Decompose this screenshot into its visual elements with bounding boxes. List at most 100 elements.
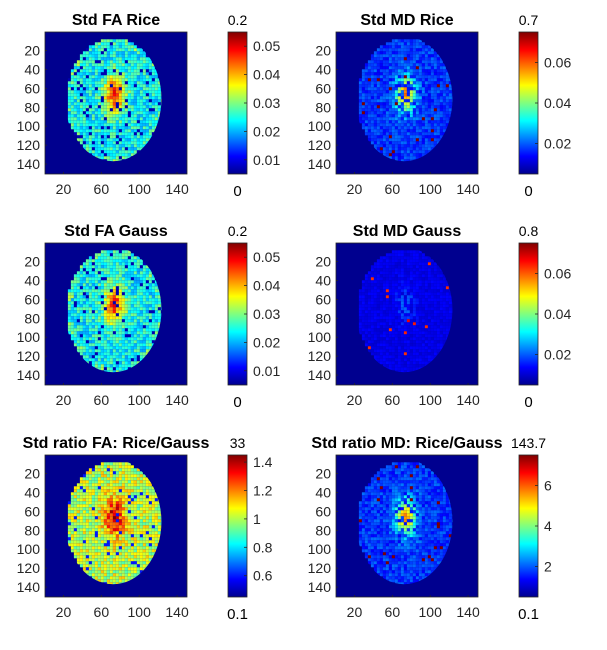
colorbar-min-label: 0 [524, 183, 532, 200]
colorbar-tick-label: 1.4 [253, 454, 273, 470]
x-tick-label: 60 [385, 392, 401, 408]
y-tick-label: 140 [17, 156, 41, 172]
y-tick-label: 40 [24, 61, 40, 77]
y-tick-label: 120 [17, 348, 41, 364]
colorbar-min-label: 0.1 [227, 606, 248, 623]
subplot-title: Std ratio MD: Rice/Gauss [311, 435, 502, 452]
colorbar-max-label: 0.7 [519, 12, 539, 28]
colorbar-tick-label: 0.02 [253, 123, 280, 139]
colorbar-tick-label: 0.6 [253, 568, 273, 584]
y-tick-label: 60 [315, 503, 331, 519]
x-tick-label: 20 [347, 392, 363, 408]
colorbar-max-label: 0.2 [228, 223, 248, 239]
x-tick-label: 60 [385, 604, 401, 620]
x-tick-label: 140 [165, 604, 189, 620]
x-tick-label: 100 [128, 392, 152, 408]
colorbar-tick-label: 0.03 [253, 95, 280, 111]
y-tick-label: 80 [24, 310, 40, 326]
y-tick-label: 60 [24, 80, 40, 96]
x-tick-label: 100 [419, 181, 443, 197]
y-tick-label: 140 [308, 579, 332, 595]
colorbar-tick-label: 0.04 [544, 95, 571, 111]
colorbar-tick-label: 2 [544, 559, 552, 575]
colorbar: 0.06 0.04 0.02 0.7 0 [519, 12, 572, 200]
y-tick-label: 140 [308, 367, 332, 383]
colorbar-tick-label: 0.02 [544, 347, 571, 363]
colorbar-max-label: 143.7 [511, 435, 546, 451]
colorbar-tick-label: 0.03 [253, 306, 280, 322]
y-tick-label: 80 [24, 99, 40, 115]
y-tick-label: 100 [308, 118, 332, 134]
subplot-title: Std ratio FA: Rice/Gauss [23, 435, 210, 452]
y-tick-label: 20 [315, 42, 331, 58]
colorbar-min-label: 0.1 [518, 606, 539, 623]
subplot-6: Std ratio MD: Rice/Gauss2040608010012014… [308, 435, 552, 623]
x-tick-label: 60 [94, 392, 110, 408]
colorbar-tick-label: 0.04 [253, 278, 280, 294]
colorbar-tick-label: 0.04 [253, 67, 280, 83]
x-tick-label: 20 [56, 604, 72, 620]
colorbar-tick-label: 0.01 [253, 152, 280, 168]
colorbar: 6 4 2 143.7 0.1 [511, 435, 552, 623]
subplot-title: Std FA Rice [72, 12, 160, 29]
y-tick-label: 80 [24, 522, 40, 538]
colorbar-tick-label: 0.04 [544, 306, 571, 322]
x-tick-label: 140 [165, 181, 189, 197]
y-tick-label: 20 [24, 465, 40, 481]
x-tick-label: 20 [347, 604, 363, 620]
colorbar-tick-label: 1 [253, 511, 261, 527]
y-tick-label: 40 [24, 484, 40, 500]
colorbar-tick-label: 0.06 [544, 54, 571, 70]
subplot-title: Std MD Rice [360, 12, 453, 29]
colorbar: 0.050.040.030.020.010.20 [228, 223, 281, 411]
colorbar-tick-label: 0.05 [253, 249, 280, 265]
colorbar-tick-label: 1.2 [253, 483, 273, 499]
y-tick-label: 100 [308, 329, 332, 345]
colorbar-max-label: 0.8 [519, 223, 539, 239]
y-tick-label: 60 [24, 503, 40, 519]
x-tick-label: 140 [456, 604, 480, 620]
subplot-title: Std MD Gauss [353, 223, 462, 240]
y-tick-label: 100 [17, 541, 41, 557]
colorbar-tick-label: 4 [544, 518, 552, 534]
subplot-title: Std FA Gauss [64, 223, 168, 240]
colorbar-tick-label: 0.01 [253, 363, 280, 379]
y-tick-label: 120 [17, 137, 41, 153]
y-tick-label: 80 [315, 522, 331, 538]
colorbar: 0.060.040.020.80 [519, 223, 572, 411]
x-tick-label: 100 [419, 604, 443, 620]
y-tick-label: 20 [315, 253, 331, 269]
x-tick-label: 20 [347, 181, 363, 197]
colorbar-tick-label: 0.02 [544, 136, 571, 152]
x-tick-label: 20 [56, 392, 72, 408]
colorbar: 1.4 1.2 1 0.8 0.6 33 0.1 [227, 435, 273, 623]
y-tick-label: 40 [24, 272, 40, 288]
y-tick-label: 60 [315, 291, 331, 307]
subplot-5: Std ratio FA: Rice/Gauss2040608010012014… [17, 435, 273, 623]
colorbar-max-label: 33 [230, 435, 246, 451]
x-tick-label: 20 [56, 181, 72, 197]
x-tick-label: 100 [419, 392, 443, 408]
x-tick-label: 60 [385, 181, 401, 197]
colorbar-tick-label: 0.8 [253, 539, 273, 555]
y-tick-label: 40 [315, 484, 331, 500]
y-tick-label: 20 [24, 42, 40, 58]
y-tick-label: 120 [308, 348, 332, 364]
x-tick-label: 140 [456, 392, 480, 408]
y-tick-label: 40 [315, 61, 331, 77]
x-tick-label: 60 [94, 181, 110, 197]
colorbar-tick-label: 6 [544, 477, 552, 493]
colorbar: 0.050.040.030.020.010.20 [228, 12, 281, 200]
y-tick-label: 140 [308, 156, 332, 172]
y-tick-label: 20 [315, 465, 331, 481]
y-tick-label: 140 [17, 579, 41, 595]
y-tick-label: 100 [17, 329, 41, 345]
y-tick-label: 60 [315, 80, 331, 96]
y-tick-label: 60 [24, 291, 40, 307]
x-tick-label: 100 [128, 181, 152, 197]
